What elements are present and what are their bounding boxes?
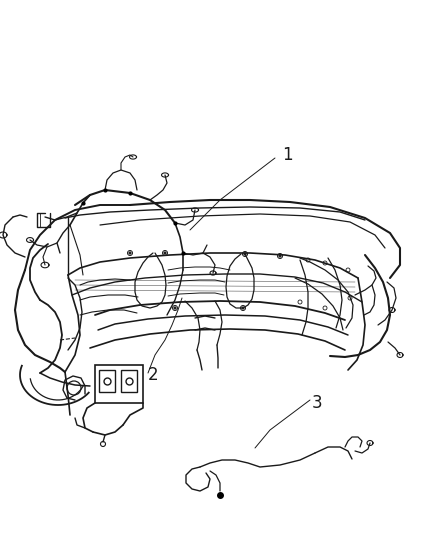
Bar [121, 370, 137, 392]
Bar [95, 365, 143, 403]
Circle shape [129, 252, 131, 254]
Bar [99, 370, 115, 392]
Text: 2: 2 [148, 366, 159, 384]
Circle shape [174, 307, 176, 309]
Circle shape [244, 253, 246, 255]
Circle shape [279, 255, 281, 257]
Text: 3: 3 [312, 394, 323, 412]
Circle shape [242, 307, 244, 309]
Text: 1: 1 [282, 146, 293, 164]
Circle shape [164, 252, 166, 254]
